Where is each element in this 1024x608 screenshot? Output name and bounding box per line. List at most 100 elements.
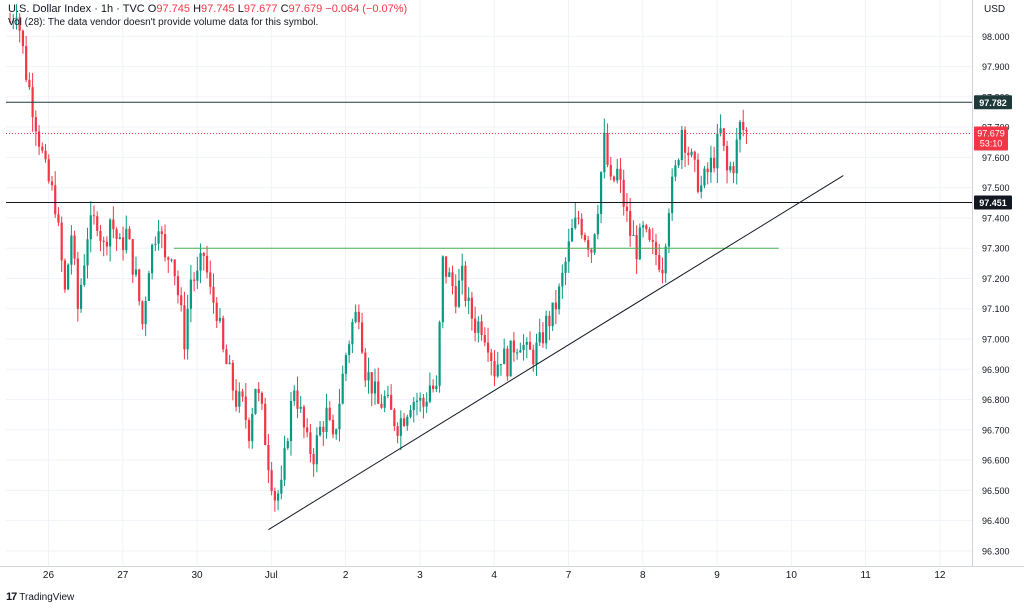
- candle-body: [18, 17, 21, 31]
- candle-body: [293, 390, 296, 401]
- candle-body: [406, 416, 409, 426]
- candle-body: [331, 419, 335, 435]
- y-tick-label: 96.400: [982, 516, 1010, 526]
- candle-body: [454, 286, 457, 307]
- tradingview-footer[interactable]: 17 TradingView: [6, 591, 74, 603]
- high-label: H: [193, 3, 202, 15]
- candle-body: [270, 470, 273, 492]
- candle-body: [322, 426, 325, 432]
- low-label: L: [237, 3, 244, 15]
- candle-body: [212, 286, 215, 303]
- candle-body: [635, 235, 638, 260]
- currency-label[interactable]: USD: [984, 4, 1006, 15]
- candle-body: [522, 344, 525, 351]
- candle-body: [364, 352, 367, 381]
- candle-body: [357, 311, 360, 323]
- candle-body: [580, 218, 583, 236]
- candle-body: [742, 121, 745, 131]
- candle-body: [102, 240, 105, 242]
- candle-body: [92, 215, 96, 217]
- candle-body: [577, 217, 580, 219]
- candle-body: [519, 350, 522, 353]
- candle-body: [535, 342, 538, 365]
- candle-body: [105, 241, 108, 247]
- candle-body: [432, 385, 435, 390]
- x-tick-label: 7: [566, 570, 572, 581]
- candle-body: [467, 297, 470, 301]
- candle-body: [651, 240, 654, 242]
- candle-body: [516, 352, 519, 354]
- candle-body: [448, 272, 451, 277]
- candle-body: [315, 435, 318, 465]
- candle-body: [37, 131, 41, 147]
- candle-body: [506, 348, 509, 377]
- candle-body: [399, 418, 402, 436]
- y-tick-label: 97.600: [982, 153, 1010, 163]
- brand-name: TradingView: [19, 591, 75, 603]
- candle-body: [422, 397, 425, 407]
- candle-body: [50, 181, 54, 186]
- candle-body: [41, 146, 44, 151]
- candle-body: [309, 432, 312, 454]
- ascending-trendline: [268, 175, 844, 531]
- candle-body: [344, 355, 348, 374]
- candle-body: [464, 265, 467, 301]
- candle-body: [286, 441, 289, 448]
- candle-body: [609, 164, 612, 177]
- candle-body: [209, 272, 212, 287]
- candle-body: [121, 237, 125, 251]
- candle-body: [241, 391, 244, 397]
- candle-body: [561, 272, 564, 287]
- candle-body: [86, 239, 89, 266]
- candle-body: [247, 419, 251, 442]
- candle-body: [687, 152, 690, 156]
- candle-body: [354, 311, 357, 322]
- y-tick-label: 97.300: [982, 244, 1010, 254]
- x-tick-label: 8: [640, 570, 646, 581]
- candle-body: [170, 259, 173, 261]
- candle-body: [44, 150, 47, 160]
- candle-body: [63, 260, 67, 290]
- candle-body: [525, 341, 528, 345]
- candle-body: [499, 364, 503, 366]
- candle-body: [435, 385, 438, 390]
- candle-body: [483, 334, 486, 343]
- candle-body: [567, 241, 570, 262]
- candle-body: [480, 321, 483, 335]
- candle-body: [509, 340, 512, 377]
- candle-body: [8, 21, 12, 23]
- x-tick-label: 26: [43, 570, 55, 581]
- candle-body: [616, 168, 619, 181]
- candle-body: [606, 132, 609, 165]
- candle-body: [306, 427, 309, 433]
- candle-body: [574, 217, 577, 228]
- symbol-title[interactable]: U.S. Dollar Index · 1h · TVC: [8, 3, 145, 15]
- volume-notice: Vol (28): The data vendor doesn't provid…: [8, 17, 319, 28]
- candle-body: [716, 133, 719, 169]
- candle-body: [732, 166, 735, 174]
- candle-body: [118, 237, 121, 239]
- candle-body: [134, 269, 138, 275]
- candle-body: [196, 270, 199, 281]
- candle-body: [83, 265, 86, 285]
- candle-body: [671, 176, 674, 214]
- close-label: C: [280, 3, 289, 15]
- candle-body: [503, 348, 506, 365]
- candle-body: [351, 321, 354, 345]
- candle-body: [76, 258, 79, 309]
- candle-body: [532, 349, 535, 365]
- candle-body: [396, 426, 399, 436]
- candle-body: [738, 121, 742, 140]
- y-tick-label: 97.000: [982, 334, 1010, 344]
- candle-body: [273, 491, 276, 501]
- candle-body: [238, 391, 241, 407]
- candle-body: [109, 219, 112, 247]
- candle-body: [205, 255, 209, 273]
- candle-body: [144, 300, 147, 325]
- candle-body: [677, 160, 680, 166]
- candle-body: [257, 389, 260, 393]
- y-tick-label: 96.700: [982, 425, 1010, 435]
- candle-body: [25, 46, 28, 80]
- candle-body: [377, 381, 380, 404]
